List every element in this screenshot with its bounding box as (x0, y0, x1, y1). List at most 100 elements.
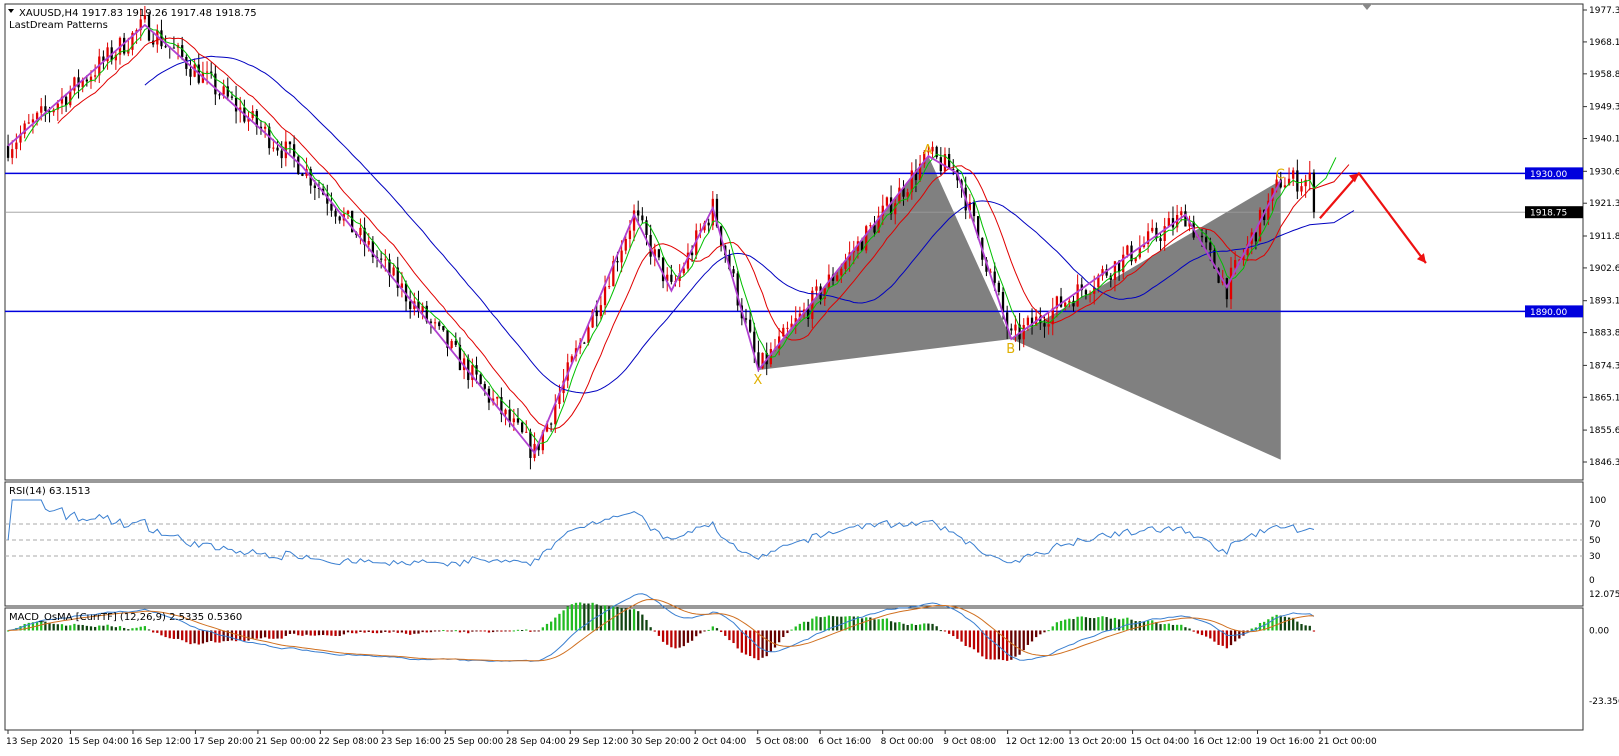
macd-bar (1014, 630, 1017, 657)
macd-tick-label: 0.00 (1589, 626, 1609, 636)
candle (516, 408, 520, 425)
candle (637, 200, 640, 225)
macd-bar (458, 630, 462, 633)
macd-bar (1155, 622, 1158, 631)
candle (1283, 177, 1287, 189)
macd-bar (1304, 625, 1307, 631)
macd-bar (794, 626, 797, 631)
macd-bar (968, 630, 971, 648)
macd-bar (674, 630, 677, 649)
candle (73, 76, 76, 96)
macd-bar (1072, 619, 1075, 631)
macd-bar (807, 621, 810, 631)
macd-bar (1188, 628, 1191, 631)
candle (612, 255, 615, 287)
macd-bar (1068, 618, 1071, 631)
candle (885, 196, 889, 208)
candle (935, 145, 938, 160)
macd-bar (695, 630, 698, 637)
macd-bar (404, 630, 408, 634)
candle (947, 147, 951, 170)
macd-bar (127, 629, 130, 631)
macd-panel[interactable] (4, 607, 1584, 731)
macd-bar (396, 630, 399, 633)
macd-bar (935, 626, 938, 631)
macd-bar (272, 630, 275, 639)
macd-bar (649, 627, 652, 631)
price-tick-label: 1968.10 (1589, 38, 1619, 48)
macd-bar (848, 616, 851, 631)
macd-bar (1134, 621, 1137, 631)
candle (1051, 297, 1054, 336)
macd-bar (1300, 624, 1303, 631)
candle (520, 420, 524, 434)
macd-bar (865, 617, 868, 631)
collapse-triangle-icon[interactable] (8, 9, 14, 13)
shift-marker-icon[interactable] (1362, 4, 1372, 10)
macd-bar (413, 630, 416, 634)
macd-bar (508, 630, 511, 632)
candle (234, 85, 238, 124)
macd-bar (85, 625, 88, 631)
candle (968, 194, 971, 219)
rsi-layer (5, 499, 1583, 567)
macd-bar (496, 630, 499, 632)
candle (139, 8, 142, 41)
candle (902, 180, 905, 206)
macd-bar (736, 630, 739, 649)
macd-bar (110, 626, 113, 631)
macd-bar (442, 630, 445, 632)
candle (736, 270, 739, 311)
macd-bar (504, 630, 507, 632)
macd-bar (1209, 630, 1212, 639)
arrow-head-icon (1416, 253, 1426, 264)
macd-bar (1250, 628, 1253, 631)
candle (898, 178, 901, 204)
macd-bar (313, 630, 316, 636)
macd-bar (1267, 619, 1270, 631)
candle (815, 279, 818, 299)
macd-bar (1109, 618, 1112, 631)
candle (496, 396, 499, 407)
macd-bar (690, 630, 694, 641)
macd-bar (529, 630, 532, 632)
candle (599, 295, 603, 320)
candle (761, 352, 764, 370)
candle (1010, 323, 1013, 335)
candle (263, 122, 267, 138)
time-tick-label: 16 Oct 12:00 (1193, 737, 1252, 747)
macd-bar (462, 630, 466, 632)
macd-bar (769, 630, 772, 652)
candle (438, 320, 441, 330)
macd-bar (570, 604, 574, 631)
macd-bar (1308, 625, 1311, 631)
arrow-head-icon (1348, 173, 1359, 183)
price-tick-label: 1902.60 (1589, 264, 1619, 274)
macd-bar (433, 630, 437, 632)
rsi-panel[interactable] (4, 481, 1584, 607)
macd-bar (247, 630, 250, 641)
macd-bar (836, 616, 839, 631)
time-tick-label: 25 Sep 00:00 (443, 737, 503, 747)
macd-bar (1234, 630, 1237, 642)
candle (500, 387, 503, 423)
time-tick-label: 12 Oct 12:00 (1006, 737, 1065, 747)
macd-bar (1101, 616, 1104, 631)
macd-bar (1076, 616, 1079, 631)
macd-bar (703, 630, 706, 632)
candle (583, 341, 586, 344)
candle (479, 373, 482, 385)
macd-bar (52, 623, 55, 631)
macd-bar (276, 630, 279, 639)
macd-bar (661, 630, 665, 642)
macd-bar (321, 630, 325, 635)
candle (297, 154, 300, 175)
price-tick-label: 1846.35 (1589, 458, 1619, 468)
time-tick-label: 13 Sep 2020 (6, 737, 63, 747)
macd-bar (898, 622, 901, 631)
main-panel[interactable] (4, 3, 1584, 481)
candle (1287, 167, 1291, 186)
macd-bar (889, 621, 893, 631)
